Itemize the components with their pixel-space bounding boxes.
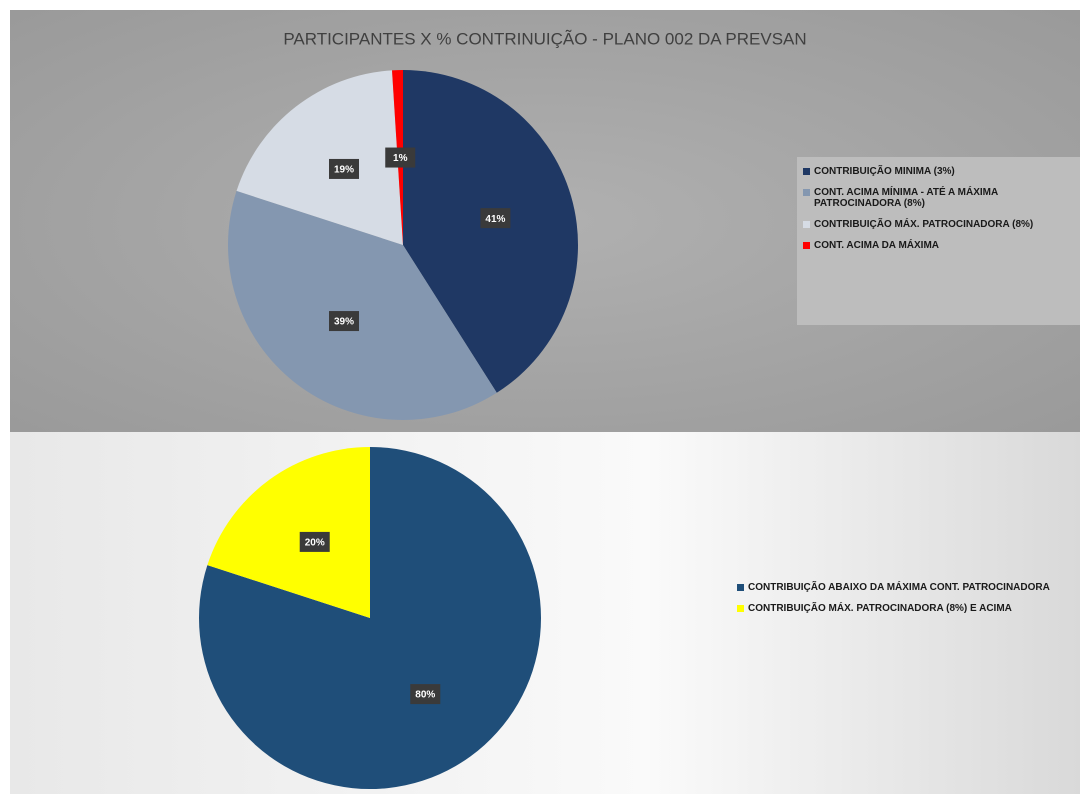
label-box — [329, 311, 360, 332]
panel-bottom — [10, 432, 1080, 794]
data-label: 41% — [485, 214, 505, 225]
legend-swatch — [803, 242, 810, 249]
label-box — [410, 684, 441, 705]
chart-title: PARTICIPANTES X % CONTRINUIÇÃO - PLANO 0… — [283, 29, 806, 48]
data-label: 1% — [393, 153, 408, 164]
legend-item: CONT. ACIMA DA MÁXIMA — [803, 240, 1080, 251]
legend-swatch — [803, 221, 810, 228]
legend-swatch — [803, 168, 810, 175]
legend-item: CONTRIBUIÇÃO MINIMA (3%) — [803, 166, 1080, 177]
label-box — [299, 531, 330, 552]
legend: CONTRIBUIÇÃO MINIMA (3%) CONT. ACIMA MÍNI… — [803, 166, 1080, 261]
legend-item: CONTRIBUIÇÃO MÁX. PATROCINADORA (8%) — [803, 219, 1080, 230]
legend-label: CONT. ACIMA DA MÁXIMA — [814, 240, 939, 251]
pie-slice — [403, 70, 578, 393]
legend-box — [797, 157, 1080, 325]
legend-label: CONTRIBUIÇÃO MÁX. PATROCINADORA (8%) E A… — [748, 603, 1012, 614]
legend-label: CONT. ACIMA MÍNIMA - ATÉ A MÁXIMA PATROC… — [814, 187, 998, 209]
legend-label: CONTRIBUIÇÃO MINIMA (3%) — [814, 166, 955, 177]
legend-item: CONTRIBUIÇÃO MÁX. PATROCINADORA (8%) E A… — [737, 603, 1080, 614]
legend-swatch — [803, 189, 810, 196]
pie-slice — [228, 190, 497, 420]
legend-item: CONTRIBUIÇÃO ABAIXO DA MÁXIMA CONT. PATR… — [737, 582, 1080, 593]
label-box — [329, 158, 360, 179]
legend-label: CONTRIBUIÇÃO ABAIXO DA MÁXIMA CONT. PATR… — [748, 582, 1050, 593]
label-box — [385, 147, 416, 168]
legend-item: CONT. ACIMA MÍNIMA - ATÉ A MÁXIMA PATROC… — [803, 187, 1080, 209]
data-label: 19% — [334, 165, 354, 176]
legend: CONTRIBUIÇÃO ABAIXO DA MÁXIMA CONT. PATR… — [737, 582, 1080, 624]
legend-label: CONTRIBUIÇÃO MÁX. PATROCINADORA (8%) — [814, 219, 1034, 230]
legend-swatch — [737, 605, 744, 612]
pie-slice — [236, 70, 403, 245]
data-label: 39% — [334, 317, 354, 328]
data-label: 80% — [415, 690, 435, 701]
data-label: 20% — [305, 538, 325, 549]
pie-slice — [207, 447, 370, 618]
legend-swatch — [737, 584, 744, 591]
label-box — [480, 208, 511, 229]
